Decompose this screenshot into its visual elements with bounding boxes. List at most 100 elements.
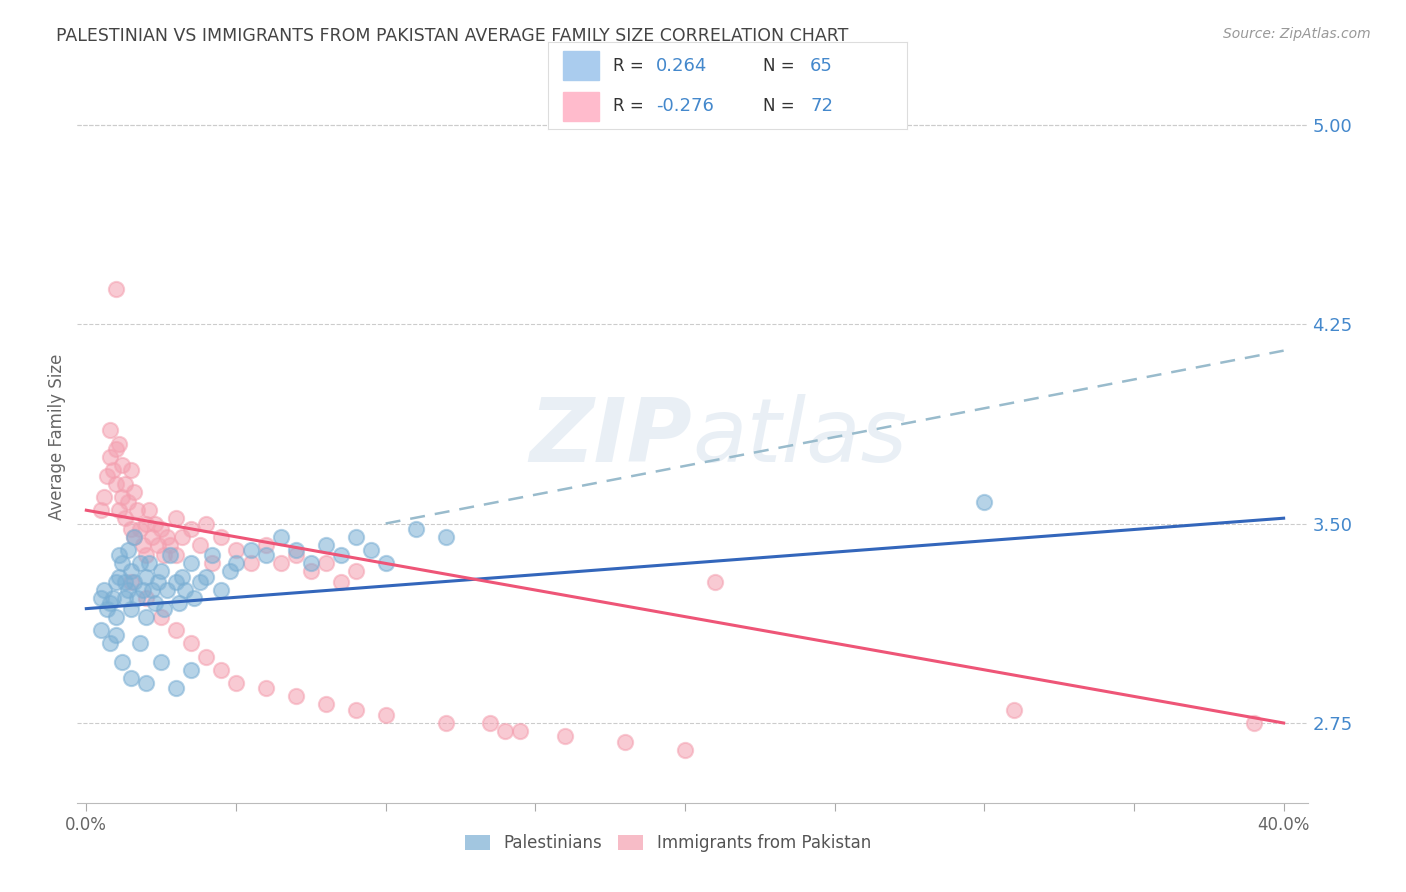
Point — [135, 609, 157, 624]
Point — [141, 530, 163, 544]
Point — [108, 570, 131, 584]
Point — [96, 601, 118, 615]
Point — [150, 522, 173, 536]
Point — [120, 463, 142, 477]
Point — [122, 530, 145, 544]
Point — [165, 623, 187, 637]
Point — [360, 543, 382, 558]
Point — [254, 681, 277, 696]
Point — [159, 549, 181, 563]
Point — [111, 557, 134, 571]
Point — [554, 729, 576, 743]
Point — [108, 549, 131, 563]
Point — [111, 655, 134, 669]
Point — [150, 565, 173, 579]
Point — [127, 503, 149, 517]
Point — [165, 511, 187, 525]
Point — [120, 565, 142, 579]
Point — [195, 649, 218, 664]
Point — [108, 503, 131, 517]
Y-axis label: Average Family Size: Average Family Size — [48, 354, 66, 520]
Point — [201, 557, 224, 571]
Point — [132, 582, 155, 597]
Point — [284, 549, 307, 563]
Point — [135, 591, 157, 605]
Point — [117, 543, 139, 558]
Text: 72: 72 — [810, 96, 834, 115]
Point — [315, 698, 337, 712]
Point — [1243, 716, 1265, 731]
Point — [509, 723, 531, 738]
Point — [315, 538, 337, 552]
Point — [122, 484, 145, 499]
Point — [165, 549, 187, 563]
Point — [174, 582, 197, 597]
Point — [183, 591, 205, 605]
Point — [90, 591, 112, 605]
Point — [172, 530, 194, 544]
Point — [103, 591, 125, 605]
Point — [225, 557, 247, 571]
Point — [120, 601, 142, 615]
Point — [195, 516, 218, 531]
Point — [374, 557, 396, 571]
Text: ZIP: ZIP — [530, 393, 693, 481]
Point — [129, 636, 152, 650]
Point — [167, 596, 190, 610]
Point — [344, 565, 367, 579]
Point — [188, 538, 211, 552]
Point — [165, 575, 187, 590]
Point — [141, 582, 163, 597]
Point — [494, 723, 516, 738]
Point — [127, 591, 149, 605]
Point — [143, 516, 166, 531]
Point — [1002, 703, 1025, 717]
Point — [195, 570, 218, 584]
Point — [120, 575, 142, 590]
Point — [90, 503, 112, 517]
Point — [329, 575, 352, 590]
Point — [172, 570, 194, 584]
Point — [150, 609, 173, 624]
Point — [105, 609, 128, 624]
Point — [146, 538, 169, 552]
Point — [105, 476, 128, 491]
Point — [239, 543, 262, 558]
Point — [180, 557, 202, 571]
Point — [129, 557, 152, 571]
Point — [180, 636, 202, 650]
Point — [299, 557, 322, 571]
Point — [405, 522, 427, 536]
Point — [150, 655, 173, 669]
Point — [153, 549, 176, 563]
Point — [122, 575, 145, 590]
Text: R =: R = — [613, 56, 650, 75]
Point — [143, 596, 166, 610]
Point — [225, 543, 247, 558]
Point — [703, 575, 725, 590]
Point — [270, 530, 292, 544]
Point — [122, 530, 145, 544]
Point — [299, 565, 322, 579]
Point — [98, 596, 121, 610]
Point — [98, 636, 121, 650]
Point — [138, 503, 160, 517]
Legend: Palestinians, Immigrants from Pakistan: Palestinians, Immigrants from Pakistan — [457, 826, 879, 860]
Point — [117, 582, 139, 597]
Point — [434, 716, 457, 731]
Point — [201, 549, 224, 563]
Text: N =: N = — [763, 56, 800, 75]
FancyBboxPatch shape — [562, 51, 599, 79]
Point — [90, 623, 112, 637]
Point — [225, 676, 247, 690]
Point — [159, 538, 181, 552]
Point — [165, 681, 187, 696]
Text: N =: N = — [763, 96, 800, 115]
Point — [103, 463, 125, 477]
Text: Source: ZipAtlas.com: Source: ZipAtlas.com — [1223, 27, 1371, 41]
Point — [180, 663, 202, 677]
Point — [111, 458, 134, 472]
Point — [973, 495, 995, 509]
Point — [614, 734, 637, 748]
Point — [105, 283, 128, 297]
